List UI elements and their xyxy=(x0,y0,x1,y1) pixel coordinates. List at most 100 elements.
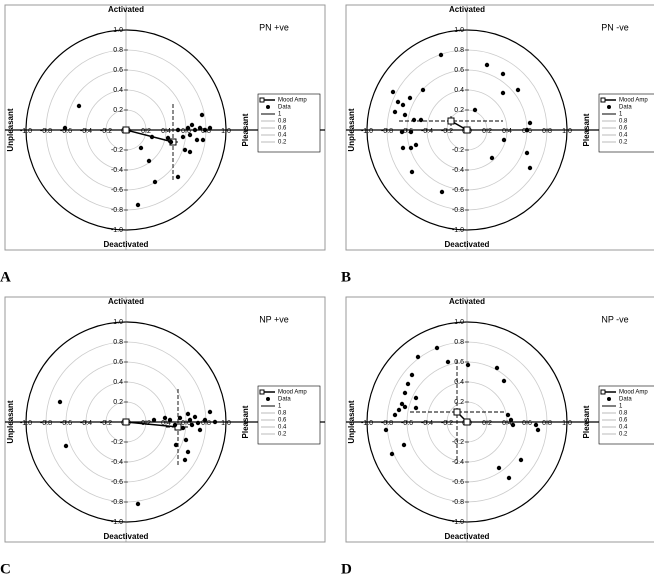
data-point xyxy=(202,127,208,133)
data-point xyxy=(494,365,500,371)
y-tick-label: -0.4 xyxy=(452,459,464,466)
mood-amp-line xyxy=(125,129,174,143)
legend-swatch xyxy=(600,389,606,395)
data-point xyxy=(185,125,191,131)
data-point xyxy=(392,412,398,418)
chart-title: NP -ve xyxy=(601,314,628,324)
plot-frame xyxy=(345,296,654,543)
legend-swatch xyxy=(259,389,265,395)
x-tick-label: 0.4 xyxy=(161,128,171,135)
data-point xyxy=(402,390,408,396)
y-tick-label: -1.0 xyxy=(111,519,123,526)
data-point xyxy=(409,169,415,175)
y-tick-label: 0.2 xyxy=(113,107,123,114)
y-tick-label: 0.8 xyxy=(113,47,123,54)
plot-frame xyxy=(345,4,654,251)
data-point xyxy=(445,359,451,365)
data-point xyxy=(420,87,426,93)
data-point xyxy=(415,354,421,360)
data-point xyxy=(506,475,512,481)
data-point xyxy=(173,442,179,448)
data-point xyxy=(439,189,445,195)
legend-label: Mood Amp xyxy=(619,98,648,104)
x-tick-label: -0.4 xyxy=(80,420,92,427)
y-tick-label: 1.0 xyxy=(454,27,464,34)
data-point xyxy=(465,362,471,368)
legend-label: 0.8 xyxy=(619,411,628,417)
x-tick-label: -0.4 xyxy=(421,420,433,427)
legend-label: 0.4 xyxy=(619,425,628,431)
data-point xyxy=(515,87,521,93)
y-tick-label: 1.0 xyxy=(113,27,123,34)
mood-amp-marker xyxy=(447,117,455,125)
x-tick-label: -0.4 xyxy=(80,128,92,135)
y-tick-label: -0.4 xyxy=(111,167,123,174)
data-point xyxy=(405,381,411,387)
legend-label: 1 xyxy=(619,112,623,118)
y-tick-label: -1.0 xyxy=(452,519,464,526)
data-point xyxy=(399,401,405,407)
x-tick-label: 1.0 xyxy=(562,128,572,135)
data-point xyxy=(192,414,198,420)
y-tick-label: 0.4 xyxy=(113,379,123,386)
data-point xyxy=(185,449,191,455)
x-tick-label: -1.0 xyxy=(20,420,32,427)
x-tick-label: 0.4 xyxy=(502,420,512,427)
data-point xyxy=(175,174,181,180)
data-point xyxy=(413,142,419,148)
legend-label: 0.6 xyxy=(619,126,628,132)
y-tick-label: -0.8 xyxy=(452,207,464,214)
chart-title: PN +ve xyxy=(259,22,289,32)
x-tick-label: 0.2 xyxy=(482,128,492,135)
panel-label: B xyxy=(341,269,351,285)
data-point xyxy=(189,422,195,428)
x-tick-label: 1.0 xyxy=(221,420,231,427)
x-tick-label: 0.2 xyxy=(482,420,492,427)
mood-amp-line xyxy=(125,421,179,428)
data-point xyxy=(524,150,530,156)
legend-swatch xyxy=(600,97,606,103)
x-tick-label: -0.8 xyxy=(381,420,393,427)
data-point xyxy=(199,112,205,118)
y-tick-label: 0.2 xyxy=(454,399,464,406)
legend-label: 0.4 xyxy=(278,133,287,139)
data-point xyxy=(500,90,506,96)
y-tick-label: 0.2 xyxy=(113,399,123,406)
y-tick-label: 0.4 xyxy=(454,379,464,386)
data-point xyxy=(389,451,395,457)
legend-label: 1 xyxy=(619,404,623,410)
x-tick-label: 0.8 xyxy=(542,420,552,427)
data-point xyxy=(146,158,152,164)
data-point xyxy=(202,417,208,423)
y-tick-label: 1.0 xyxy=(454,319,464,326)
data-point xyxy=(185,411,191,417)
data-point xyxy=(182,457,188,463)
y-tick-label: 0.4 xyxy=(113,87,123,94)
x-tick-label: 0.6 xyxy=(522,420,532,427)
y-tick-label: 0.8 xyxy=(113,339,123,346)
data-point xyxy=(402,112,408,118)
data-point xyxy=(400,145,406,151)
legend-label: Data xyxy=(619,397,632,403)
y-tick-label: -0.2 xyxy=(111,147,123,154)
data-point xyxy=(413,395,419,401)
x-tick-label: -0.8 xyxy=(40,128,52,135)
data-point xyxy=(135,501,141,507)
data-point xyxy=(401,442,407,448)
x-tick-label: 1.0 xyxy=(221,128,231,135)
data-point xyxy=(438,52,444,58)
y-tick-label: -0.2 xyxy=(111,439,123,446)
x-tick-label: 0.6 xyxy=(181,420,191,427)
left-label: Unpleasant xyxy=(347,400,356,443)
data-point xyxy=(62,125,68,131)
data-point xyxy=(392,109,398,115)
data-point xyxy=(524,127,530,133)
x-tick-label: 1.0 xyxy=(562,420,572,427)
legend-label: 0.2 xyxy=(619,432,628,438)
x-tick-label: -0.4 xyxy=(421,128,433,135)
y-tick-label: -1.0 xyxy=(452,227,464,234)
right-label: Pleasant xyxy=(582,113,591,146)
x-tick-label: -0.6 xyxy=(60,420,72,427)
data-point xyxy=(167,417,173,423)
data-point xyxy=(402,404,408,410)
